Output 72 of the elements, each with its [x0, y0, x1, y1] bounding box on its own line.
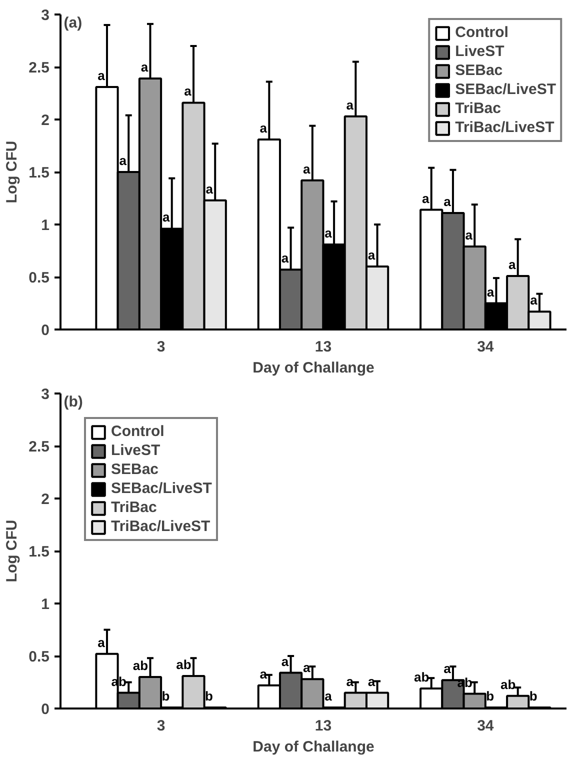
legend-label: Control	[455, 24, 508, 41]
data-label: a	[368, 674, 376, 689]
x-tick-label: 34	[477, 338, 494, 356]
y-tick-label: 2.5	[28, 438, 50, 456]
y-tick-label: 1.5	[28, 164, 50, 182]
data-label: a	[346, 97, 354, 112]
legend-label: SEBac/LiveST	[455, 81, 556, 98]
data-label: a	[486, 284, 495, 300]
data-label: a	[530, 292, 538, 308]
data-label: a	[140, 60, 149, 75]
data-label: ab	[132, 658, 148, 673]
legend-label: TriBac/LiveST	[455, 119, 554, 136]
y-axis-title: Log CFU	[4, 520, 21, 582]
x-axis-title: Day of Challange	[252, 738, 374, 756]
x-tick-label: 3	[156, 338, 166, 356]
data-label: a	[98, 68, 106, 83]
data-label: a	[119, 153, 128, 168]
x-tick-label: 34	[477, 718, 494, 734]
y-tick-label: 0.5	[28, 648, 50, 666]
data-label: a	[98, 634, 106, 650]
y-tick-label: 1	[41, 596, 50, 613]
data-label: a	[260, 120, 268, 136]
y-tick-label: 1	[41, 217, 50, 234]
data-label: a	[324, 225, 333, 240]
data-label: a	[444, 661, 452, 676]
data-label: a	[162, 210, 170, 225]
data-label: a	[206, 181, 214, 196]
data-label: a	[444, 194, 452, 209]
y-tick-label: 3	[41, 386, 50, 403]
y-tick-label: 0.5	[28, 270, 50, 286]
data-label: a	[184, 84, 192, 99]
y-tick-label: 3	[41, 7, 50, 24]
y-tick-label: 0	[41, 701, 50, 718]
chart-title: (a)	[64, 14, 82, 32]
data-label: a	[303, 660, 312, 676]
legend-label: SEBac	[455, 62, 503, 79]
data-label: ab	[414, 670, 430, 685]
data-label: a	[508, 256, 516, 272]
data-label: ab	[176, 656, 192, 672]
legend-label: TriBac	[111, 499, 157, 516]
y-tick-label: 1.5	[28, 544, 50, 560]
legend-label: TriBac	[455, 100, 501, 117]
data-label: a	[303, 161, 312, 176]
data-label: a	[346, 674, 354, 689]
legend-label: LiveST	[111, 442, 160, 459]
y-tick-label: 2.5	[28, 60, 50, 76]
y-axis-title: Log CFU	[4, 140, 21, 204]
data-label: b	[486, 688, 494, 704]
chart-title: (b)	[64, 394, 83, 410]
x-tick-label: 13	[314, 338, 332, 356]
data-label: a	[422, 190, 430, 206]
y-tick-label: 0	[41, 322, 50, 339]
data-label: b	[162, 688, 170, 704]
data-label: a	[281, 250, 290, 266]
data-label: ab	[500, 676, 516, 692]
data-label: a	[324, 688, 333, 704]
y-tick-label: 2	[41, 112, 50, 129]
legend-label: SEBac	[111, 461, 159, 478]
data-label: b	[529, 688, 538, 704]
data-label: a	[465, 228, 474, 243]
x-tick-label: 3	[156, 718, 166, 734]
legend-label: TriBac/LiveST	[111, 518, 210, 535]
y-tick-label: 2	[41, 491, 50, 508]
data-label: a	[281, 654, 290, 669]
data-label: a	[260, 666, 268, 682]
legend-label: Control	[111, 423, 164, 440]
legend-label: SEBac/LiveST	[111, 480, 212, 497]
legend-label: LiveST	[455, 43, 504, 60]
x-tick-label: 13	[314, 718, 332, 734]
x-axis-title: Day of Challange	[252, 360, 374, 376]
data-label: a	[368, 248, 376, 262]
data-label: b	[205, 688, 214, 704]
